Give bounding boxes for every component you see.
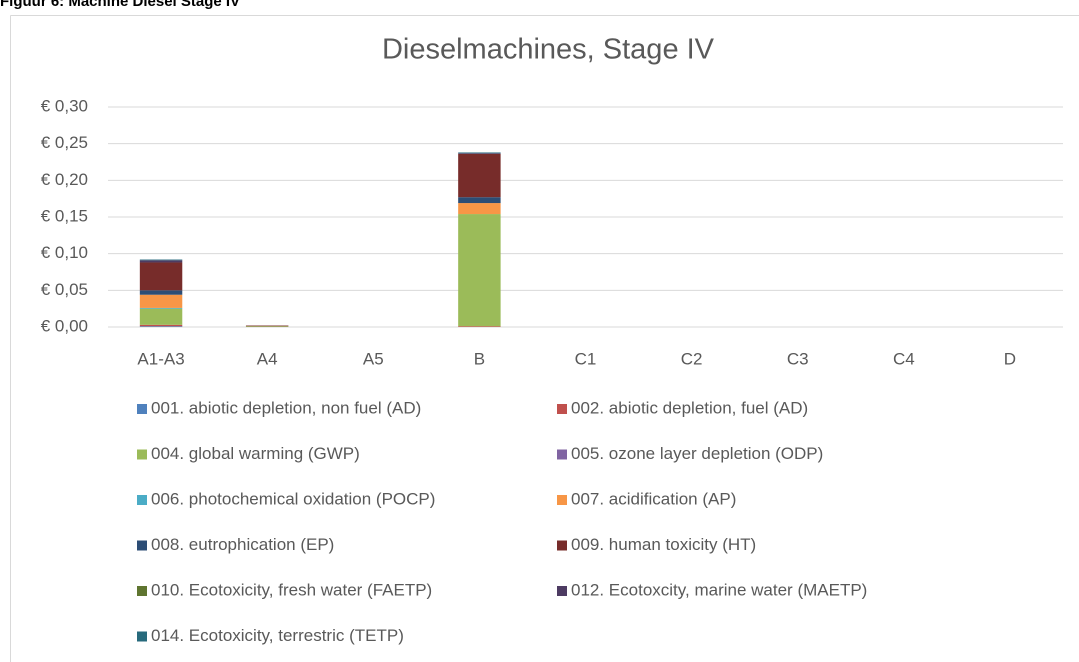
bar-segment [139,294,183,308]
y-tick-label: € 0,25 [41,133,88,152]
legend-label: 005. ozone layer depletion (ODP) [571,444,823,463]
legend-label: 014. Ecotoxicity, terrestric (TETP) [151,626,404,645]
y-tick-label: € 0,10 [41,243,88,262]
legend-swatch [137,631,147,642]
legend-label: 009. human toxicity (HT) [571,535,756,554]
x-tick-label: A4 [257,349,278,368]
legend-swatch [137,449,147,460]
bar-segment [139,259,183,261]
legend-label: 007. acidification (AP) [571,489,736,508]
bar-segment [458,326,501,327]
bar-segment [139,262,183,291]
bar-segment [139,290,183,295]
legend-swatch [557,586,567,596]
bar-segment [458,214,501,327]
legend-swatch [137,404,147,414]
x-tick-label: B [474,349,485,368]
legend-label: 008. eutrophication (EP) [151,535,334,554]
bar-segment [458,153,501,154]
legend-label: 012. Ecotoxcity, marine water (MAETP) [571,580,867,599]
bar-segment [139,324,183,327]
bar-segment [245,326,289,327]
bar-segment [245,325,289,327]
y-tick-label: € 0,15 [41,206,88,225]
legend-swatch [557,540,567,551]
legend-label: 002. abiotic depletion, fuel (AD) [571,398,808,417]
chart-title: Dieselmachines, Stage IV [382,34,715,66]
bar-segment [458,197,501,204]
y-tick-label: € 0,05 [41,280,88,299]
legend-label: 010. Ecotoxicity, fresh water (FAETP) [151,580,432,599]
y-tick-label: € 0,30 [41,96,88,115]
x-tick-label: D [1004,349,1016,368]
bar-segment [139,307,183,309]
legend-label: 004. global warming (GWP) [151,444,360,463]
legend-swatch [557,404,567,414]
y-tick-label: € 0,20 [41,170,88,189]
x-tick-label: C3 [787,349,809,368]
x-tick-label: C2 [681,349,703,368]
bar-segment [458,152,501,154]
legend-swatch [137,540,147,551]
bar-segment [139,260,183,263]
legend-swatch [557,449,567,460]
y-tick-label: € 0,00 [41,316,88,335]
bar-segment [139,308,183,325]
legend-swatch [137,586,147,596]
caption: Figuur 6: Machine Diesel Stage IV [0,0,240,10]
bar-segment [458,203,501,215]
legend-swatch [557,495,567,505]
x-tick-label: A1-A3 [137,349,184,368]
legend-label: 001. abiotic depletion, non fuel (AD) [151,398,421,417]
x-tick-label: C1 [575,349,597,368]
legend-swatch [137,495,147,505]
bar-segment [458,153,501,198]
legend-label: 006. photochemical oxidation (POCP) [151,489,435,508]
x-tick-label: C4 [893,349,915,368]
bar-segment [139,326,183,327]
x-tick-label: A5 [363,349,384,368]
